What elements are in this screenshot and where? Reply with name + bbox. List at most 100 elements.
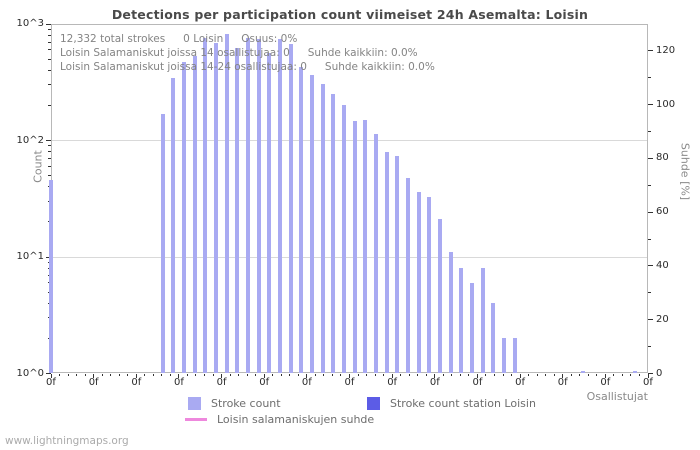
- y-axis-right-tick-label: 100: [656, 98, 676, 110]
- axis-minor-tick: [648, 184, 651, 186]
- axis-tick: [263, 373, 265, 378]
- axis-minor-tick: [110, 373, 112, 376]
- x-axis-title: Osallistujat: [586, 390, 648, 403]
- stat-station-strokes: 0 Loisin: [183, 33, 224, 45]
- axis-minor-tick: [204, 373, 205, 376]
- axis-tick: [221, 373, 223, 378]
- axis-minor-tick: [596, 373, 598, 376]
- stats-line-3: Loisin Salamaniskut joissa 14-24 osallis…: [60, 61, 453, 73]
- y-axis-right-tick-label: 60: [656, 206, 669, 218]
- axis-minor-tick: [280, 373, 282, 376]
- legend-item-station: Stroke count station Loisin: [367, 397, 536, 410]
- x-axis-tick-label: 0f: [643, 377, 653, 388]
- axis-minor-tick: [314, 373, 316, 376]
- axis-minor-tick: [67, 373, 69, 376]
- x-axis-tick-label: 0f: [46, 377, 56, 388]
- x-axis-tick-label: 0f: [600, 377, 611, 388]
- axis-minor-tick: [229, 373, 231, 376]
- plot-area: [51, 24, 648, 373]
- bar: [633, 371, 637, 374]
- axis-minor-tick: [48, 28, 51, 30]
- axis-minor-tick: [289, 373, 291, 376]
- axis-minor-tick: [152, 373, 154, 376]
- x-axis-tick-label: 0f: [557, 377, 568, 388]
- axis-minor-tick: [570, 373, 572, 376]
- bar: [224, 33, 229, 374]
- stat-ratio-14-24: Suhde kaikkiin: 0.0%: [324, 61, 435, 73]
- stats-line-1: 12,332 total strokes 0 Loisin Osuus: 0%: [60, 33, 315, 45]
- axis-minor-tick: [101, 373, 103, 376]
- bar: [182, 61, 186, 374]
- bar: [331, 93, 336, 374]
- legend-label: Loisin salamaniskujen suhde: [217, 413, 375, 426]
- bar: [480, 268, 485, 374]
- gridline: [52, 256, 647, 258]
- axis-minor-tick: [144, 373, 146, 376]
- axis-minor-tick: [648, 131, 651, 133]
- axis-tick: [434, 373, 436, 378]
- y-axis-title-left: Count: [31, 150, 45, 183]
- bar: [267, 52, 272, 374]
- bar: [342, 105, 346, 374]
- x-axis-tick-label: 0f: [429, 377, 440, 388]
- axis-minor-tick: [400, 373, 402, 376]
- axis-minor-tick: [417, 373, 419, 376]
- axis-minor-tick: [425, 373, 427, 376]
- legend-label: Stroke count station Loisin: [390, 397, 536, 410]
- axis-tick: [648, 104, 653, 106]
- bar: [288, 44, 293, 374]
- axis-minor-tick: [272, 373, 274, 376]
- axis-minor-tick: [638, 373, 640, 376]
- bar: [160, 114, 165, 374]
- x-axis-tick-label: 0f: [344, 377, 355, 388]
- axis-tick: [46, 256, 51, 258]
- bar: [459, 268, 464, 374]
- x-axis-tick-label: 0f: [88, 377, 99, 388]
- axis-tick: [349, 373, 350, 378]
- bar: [310, 74, 314, 374]
- axis-minor-tick: [383, 373, 385, 376]
- axis-tick: [648, 265, 653, 267]
- axis-minor-tick: [84, 373, 86, 376]
- axis-minor-tick: [579, 373, 581, 376]
- bar: [470, 282, 474, 374]
- axis-minor-tick: [118, 373, 120, 376]
- axis-minor-tick: [48, 175, 51, 177]
- axis-minor-tick: [127, 373, 129, 376]
- axis-tick: [648, 211, 653, 213]
- y-axis-right-tick-label: 0: [656, 367, 663, 379]
- bar: [502, 338, 506, 374]
- stat-total-strokes: 12,332 total strokes: [60, 33, 166, 45]
- axis-tick: [46, 140, 51, 141]
- bar: [374, 134, 378, 374]
- x-axis-tick-label: 0f: [259, 377, 270, 388]
- axis-minor-tick: [195, 373, 197, 376]
- stats-line-2: Loisin Salamaniskut joissa 14 osallistuj…: [60, 47, 436, 59]
- axis-minor-tick: [238, 373, 240, 376]
- axis-minor-tick: [331, 373, 333, 376]
- legend-swatch-ratio-line: [185, 418, 207, 421]
- axis-tick: [178, 373, 180, 378]
- axis-minor-tick: [613, 373, 615, 376]
- axis-tick: [519, 373, 521, 378]
- axis-minor-tick: [297, 373, 299, 376]
- axis-tick: [604, 373, 606, 378]
- bar: [192, 56, 197, 374]
- axis-minor-tick: [169, 373, 171, 376]
- axis-tick: [648, 50, 653, 52]
- axis-minor-tick: [255, 373, 257, 376]
- stat-share: Osuus: 0%: [241, 33, 298, 45]
- x-axis-tick-label: 0f: [131, 377, 142, 388]
- axis-tick: [135, 373, 137, 378]
- axis-tick: [391, 373, 393, 378]
- axis-tick: [306, 373, 308, 378]
- axis-minor-tick: [493, 373, 495, 376]
- legend-label: Stroke count: [211, 397, 281, 410]
- axis-minor-tick: [48, 104, 51, 106]
- axis-minor-tick: [186, 373, 188, 376]
- axis-minor-tick: [48, 158, 51, 160]
- axis-minor-tick: [59, 373, 61, 376]
- axis-minor-tick: [48, 151, 51, 153]
- axis-minor-tick: [366, 373, 368, 376]
